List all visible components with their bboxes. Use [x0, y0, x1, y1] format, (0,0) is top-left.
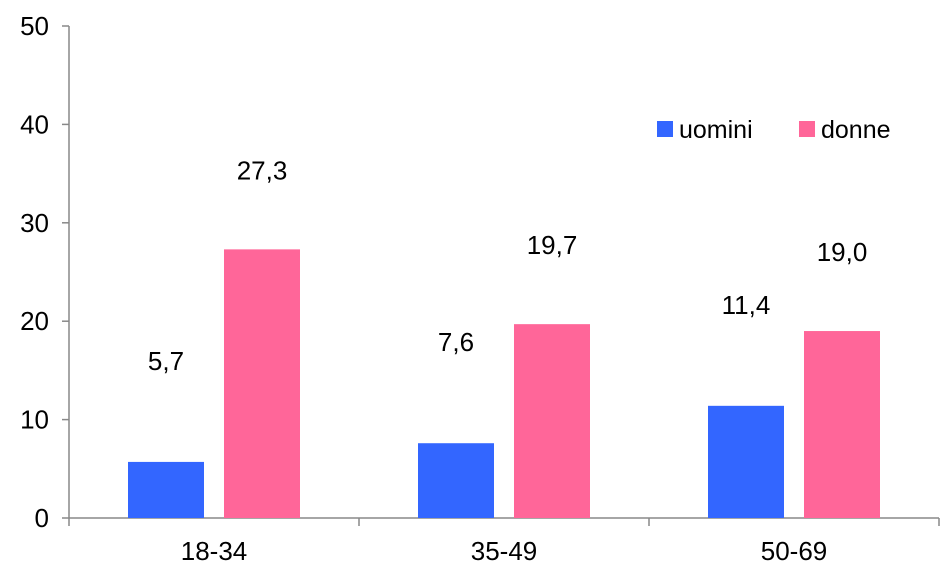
- x-tick-label: 18-34: [181, 536, 248, 566]
- bars: [128, 249, 880, 519]
- y-axis: 0 10 20 30 40 50: [20, 11, 70, 533]
- bar-uomini: [128, 461, 204, 518]
- x-tick-label: 35-49: [471, 536, 538, 566]
- bar-donne: [804, 331, 880, 518]
- y-tick-label: 0: [35, 503, 49, 533]
- bar-donne: [514, 324, 590, 518]
- data-label-uomini: 7,6: [438, 327, 474, 357]
- bar-uomini: [708, 405, 784, 518]
- y-tick-label: 30: [20, 208, 49, 238]
- data-labels: 5,7 7,6 11,4 27,3 19,7 19,0: [148, 155, 867, 376]
- x-axis: 18-34 35-49 50-69: [68, 517, 940, 566]
- data-label-donne: 27,3: [237, 155, 288, 185]
- data-label-donne: 19,7: [527, 230, 578, 260]
- data-label-donne: 19,0: [817, 237, 868, 267]
- y-tick-label: 40: [20, 109, 49, 139]
- bar-uomini: [418, 443, 494, 518]
- data-label-uomini: 11,4: [722, 290, 771, 320]
- y-tick-label: 10: [20, 405, 49, 435]
- legend-label-uomini: uomini: [679, 116, 753, 144]
- data-label-uomini: 5,7: [148, 346, 184, 376]
- legend: uomini donne: [657, 116, 891, 144]
- x-tick-label: 50-69: [761, 536, 828, 566]
- legend-swatch-donne: [799, 121, 815, 137]
- y-tick-label: 50: [20, 11, 49, 41]
- legend-label-donne: donne: [821, 116, 891, 144]
- y-tick-label: 20: [20, 306, 49, 336]
- legend-swatch-uomini: [657, 121, 673, 137]
- bar-donne: [224, 249, 300, 519]
